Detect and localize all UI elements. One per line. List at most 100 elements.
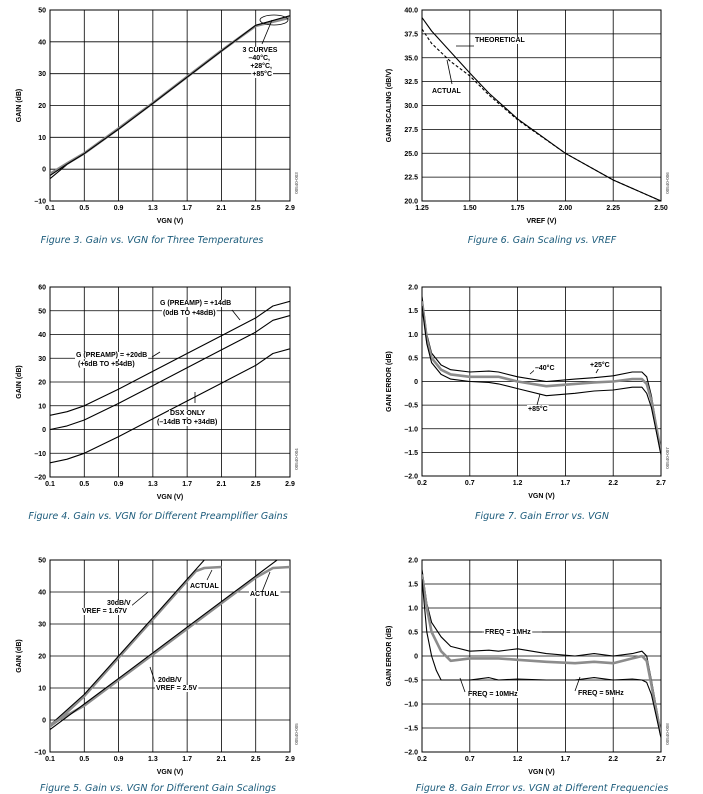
x-tick-label: 0.2 [417, 756, 427, 763]
leader-line [231, 309, 241, 321]
annotation-label: ACTUAL [432, 88, 461, 95]
annotation-backdrop [467, 691, 520, 698]
annotation-ellipse [259, 14, 289, 26]
y-tick-label: 50 [38, 558, 46, 565]
y-tick-label: –1.5 [404, 726, 418, 733]
annotation-backdrop [474, 37, 527, 44]
leader-line [261, 571, 271, 593]
x-tick-label: 2.5 [251, 481, 261, 488]
figure-3-caption: Figure 3. Gain vs. VGN for Three Tempera… [40, 235, 264, 246]
x-tick-label: 1.3 [148, 481, 158, 488]
annotation-backdrop [81, 608, 129, 615]
x-tick-label: 2.1 [217, 756, 227, 763]
annotation-label: –40°C, [249, 54, 271, 62]
y-tick-label: –1.0 [404, 426, 418, 433]
y-tick-label: 0 [42, 718, 46, 725]
x-tick-label: 2.1 [217, 205, 227, 212]
annotation-label: (0dB TO +48dB) [163, 310, 216, 317]
chart-gain-vs-vgn-scalings: 0.1 0.5 0.9 1.3 1.7 2.1 2.5 2.9 –10 0 10 20 30 40 50 VG… [0, 552, 300, 784]
annotation-label: 3 CURVES [243, 47, 278, 54]
y-tick-label: 1.5 [408, 308, 418, 315]
x-tick-label: 1.75 [511, 205, 525, 212]
annotation-backdrop [106, 600, 133, 607]
annotation-backdrop [247, 54, 272, 62]
leader-line [261, 19, 273, 45]
annotation-backdrop [534, 364, 556, 372]
series-line--28-c [50, 16, 290, 176]
y-tick-label: 30 [38, 71, 46, 78]
x-axis-label: VGN (V) [157, 494, 183, 501]
leader-line [574, 676, 581, 692]
figure-6-caption: Figure 6. Gain Scaling vs. VREF [467, 235, 617, 246]
figure-8-caption: Figure 8. Gain Error vs. VGN at Differen… [415, 783, 669, 794]
y-axis-label: GAIN (dB) [16, 639, 23, 672]
y-tick-label: 40 [38, 39, 46, 46]
figure-code: 00540-003 [294, 172, 299, 194]
annotation-backdrop [241, 47, 279, 54]
series-line-30db-v [50, 560, 206, 726]
chart-svg: 0.1 0.5 0.9 1.3 1.7 2.1 2.5 2.9 –10 0 10 20 30 40 50 VG… [16, 8, 299, 226]
x-axis-label: VREF (V) [527, 218, 557, 225]
y-tick-label: 37.5 [404, 31, 418, 38]
x-tick-label: 2.2 [608, 480, 618, 487]
x-tick-label: 1.7 [561, 756, 571, 763]
x-tick-label: 0.5 [79, 205, 89, 212]
y-tick-label: 27.5 [404, 127, 418, 134]
series-group [50, 300, 290, 464]
annotation-label: (–14dB TO +34dB) [157, 419, 217, 426]
y-tick-label: –10 [34, 199, 46, 206]
y-tick-label: 2.0 [408, 558, 418, 565]
x-tick-label: 2.7 [656, 756, 666, 763]
annotation-backdrop [249, 62, 274, 70]
chart-svg: 0.1 0.5 0.9 1.3 1.7 2.1 2.5 2.9 –20 –10 0 10 20 30 40 5… [16, 285, 299, 502]
chart-svg: 1.25 1.50 1.75 2.00 2.25 2.50 20.0 22.5 25.0 27.5… [386, 8, 670, 226]
y-tick-label: 40 [38, 590, 46, 597]
plot-frame [49, 9, 291, 202]
x-tick-label: 2.5 [251, 205, 261, 212]
annotation-label: FREQ = 10MHz [468, 691, 518, 698]
annotation-backdrop [577, 690, 626, 697]
x-tick-label: 2.2 [608, 756, 618, 763]
annotation-backdrop [157, 677, 184, 684]
x-tick-label: 2.9 [285, 205, 295, 212]
x-tick-label: 1.2 [513, 480, 523, 487]
annotation-backdrop [155, 685, 199, 692]
x-tick-label: 2.25 [606, 205, 620, 212]
chart-gain-error-vs-frequency: 0.2 0.7 1.2 1.7 2.2 2.7 –2.0 –1.5 –1.0 –0.5 0 0.5 1.… [370, 552, 670, 784]
y-tick-label: 10 [38, 686, 46, 693]
annotation-backdrop [249, 591, 281, 598]
x-tick-label: 0.7 [465, 480, 475, 487]
x-tick-label: 2.5 [251, 756, 261, 763]
annotation-label: –40°C [535, 364, 555, 372]
chart-gain-error-vs-vgn: 0.2 0.7 1.2 1.7 2.2 2.7 –2.0 –1.5 –1.0 –0.5 0 0.5 1.… [370, 280, 670, 510]
series-line-g-preamp-14db [50, 314, 290, 431]
x-tick-label: 0.7 [465, 756, 475, 763]
x-tick-label: 1.7 [182, 756, 192, 763]
annotation-label: VREF = 1.67V [82, 608, 127, 615]
series-line-20db-v [50, 560, 279, 731]
leader-line [459, 677, 466, 693]
annotation-backdrop [75, 352, 149, 359]
y-tick-label: –20 [34, 475, 46, 482]
y-axis-label: GAIN SCALING (dB/V) [386, 69, 393, 143]
series-line-g-preamp-20db [50, 300, 290, 416]
figure-code: 00540-005 [294, 723, 299, 745]
figure-4-caption: Figure 4. Gain vs. VGN for Different Pre… [28, 511, 288, 522]
annotation-backdrop [431, 88, 463, 95]
y-tick-label: 1.0 [408, 332, 418, 339]
annotation-label: G (PREAMP) = +20dB [76, 352, 147, 359]
series-line-freq-10mhz [422, 579, 661, 738]
plot-frame [49, 559, 291, 753]
chart-svg: 0.2 0.7 1.2 1.7 2.2 2.7 –2.0 –1.5 –1.0 –0.5 0 0.5 1.… [386, 558, 670, 777]
y-tick-label: 32.5 [404, 79, 418, 86]
series-group [50, 560, 290, 731]
series-line--85-c [422, 305, 661, 455]
annotation-backdrop [189, 583, 221, 590]
y-tick-label: 0 [414, 379, 418, 386]
annotation-label: ACTUAL [250, 591, 279, 598]
annotation-label: FREQ = 1MHz [485, 629, 531, 636]
figure-code: 00540-007 [665, 447, 670, 469]
y-tick-label: 60 [38, 285, 46, 292]
chart-svg: 0.1 0.5 0.9 1.3 1.7 2.1 2.5 2.9 –10 0 10 20 30 40 50 VG… [16, 558, 299, 777]
y-tick-label: 10 [38, 135, 46, 142]
